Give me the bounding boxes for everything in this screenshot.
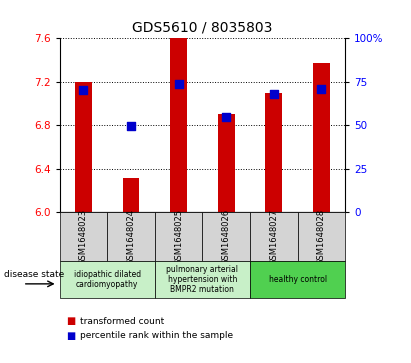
Bar xyxy=(266,93,282,212)
Text: GSM1648026: GSM1648026 xyxy=(222,209,231,265)
Point xyxy=(270,91,277,97)
Bar xyxy=(298,212,345,261)
Bar xyxy=(170,38,187,212)
Text: GSM1648027: GSM1648027 xyxy=(269,209,278,265)
Text: ■: ■ xyxy=(66,331,75,341)
Text: disease state: disease state xyxy=(4,270,65,278)
Bar xyxy=(60,261,155,298)
Text: idiopathic dilated
cardiomyopathy: idiopathic dilated cardiomyopathy xyxy=(74,270,141,289)
Text: healthy control: healthy control xyxy=(268,275,327,284)
Bar xyxy=(75,82,92,212)
Text: transformed count: transformed count xyxy=(80,317,164,326)
Point xyxy=(175,81,182,87)
Text: pulmonary arterial
hypertension with
BMPR2 mutation: pulmonary arterial hypertension with BMP… xyxy=(166,265,238,294)
Point xyxy=(223,114,229,119)
Bar xyxy=(218,114,235,212)
Bar xyxy=(155,261,250,298)
Bar xyxy=(155,212,202,261)
Bar xyxy=(202,212,250,261)
Bar xyxy=(250,261,345,298)
Point xyxy=(318,86,325,92)
Bar xyxy=(313,63,330,212)
Bar xyxy=(122,178,139,212)
Bar xyxy=(107,212,155,261)
Bar xyxy=(60,212,107,261)
Text: GSM1648028: GSM1648028 xyxy=(317,209,326,265)
Title: GDS5610 / 8035803: GDS5610 / 8035803 xyxy=(132,20,272,34)
Text: percentile rank within the sample: percentile rank within the sample xyxy=(80,331,233,340)
Text: GSM1648024: GSM1648024 xyxy=(127,209,136,265)
Point xyxy=(128,123,134,129)
Bar xyxy=(250,212,298,261)
Text: GSM1648023: GSM1648023 xyxy=(79,209,88,265)
Text: GSM1648025: GSM1648025 xyxy=(174,209,183,265)
Point xyxy=(80,87,87,93)
Text: ■: ■ xyxy=(66,316,75,326)
